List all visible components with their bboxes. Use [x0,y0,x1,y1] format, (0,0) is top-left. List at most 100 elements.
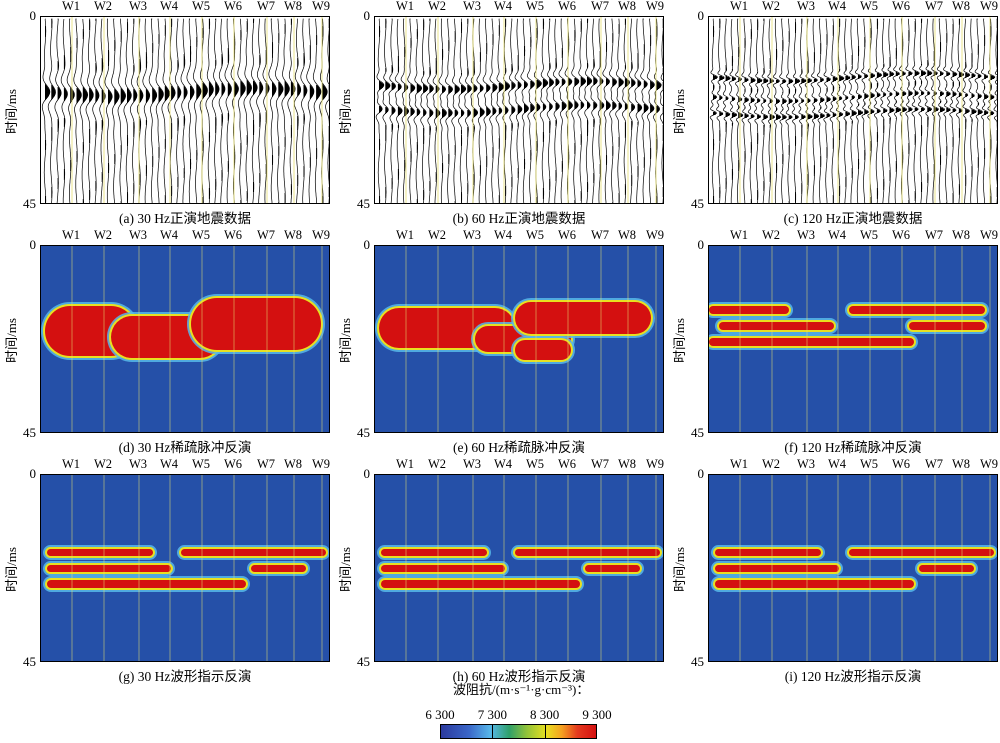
ytick-top: 0 [697,466,705,481]
trace-fill [750,29,756,203]
well-label-w7: W7 [924,0,944,13]
panel-d [40,245,330,433]
well-label-w9: W9 [645,457,665,471]
trace-fill [404,47,409,171]
ytick-bottom: 45 [23,196,36,211]
well-label-w7: W7 [924,457,944,471]
y-axis-label: 时间/ms [671,318,687,363]
y-axis-label: 时间/ms [3,547,19,592]
layer-core-4 [251,565,306,572]
well-label-w8: W8 [283,457,303,471]
panel-caption-c: (c) 120 Hz正演地震数据 [783,211,923,226]
y-axis-label: 时间/ms [671,89,687,134]
trace-fill [259,55,263,183]
seismic-trace [949,18,958,203]
seismic-trace [848,18,858,203]
well-label-w3: W3 [796,228,816,242]
well-label-w7: W7 [256,457,276,471]
trace-fill [908,30,913,203]
trace-fill [542,19,548,199]
well-label-w8: W8 [283,228,303,242]
seismic-trace [237,18,246,203]
seismic-trace [628,18,636,203]
seismic-trace [968,18,977,203]
seismic-trace [722,18,731,203]
well-label-w6: W6 [223,228,243,242]
layer-core-4 [585,565,640,572]
well-label-w6: W6 [891,0,911,13]
seismic-trace [451,18,460,203]
colorbar-tick [492,724,494,739]
well-label-w6: W6 [557,0,577,13]
layer-core-3 [381,565,505,572]
trace-fill [977,44,983,168]
panel-caption-i: (i) 120 Hz波形指示反演 [784,669,922,684]
well-label-w8: W8 [617,228,637,242]
seismic-trace [155,18,164,203]
well-label-w7: W7 [256,228,276,242]
ytick-top: 0 [697,8,705,23]
trace-fill [524,46,529,169]
well-label-w2: W2 [93,457,113,471]
layer-core-5 [47,580,246,588]
seismic-trace [917,18,927,203]
seismic-trace [54,18,62,203]
seismic-trace [646,18,655,203]
well-label-w1: W1 [729,457,749,471]
seismic-trace [741,18,749,203]
seismic-trace [520,18,529,203]
layer-core-3 [47,565,171,572]
seismic-trace [407,18,416,203]
well-label-w6: W6 [557,457,577,471]
well-label-w8: W8 [951,228,971,242]
seismic-trace [325,18,329,203]
trace-fill [914,21,920,201]
y-axis-label: 时间/ms [3,318,19,363]
seismic-trace [590,18,598,203]
seismic-trace [640,18,649,203]
seismic-trace [622,18,630,203]
well-label-w9: W9 [979,0,999,13]
panel-h [374,474,664,662]
seismic-trace [508,18,516,203]
ytick-bottom: 45 [691,654,704,669]
well-label-w7: W7 [924,228,944,242]
panel-c [708,16,998,204]
y-axis-label: 时间/ms [3,89,19,134]
trace-fill [606,42,611,165]
layer-core-5 [381,580,580,588]
seismic-trace [615,18,624,203]
trace-fill [788,31,793,203]
seismic-trace [546,18,554,203]
seismic-trace [394,18,403,203]
seismic-trace [256,18,264,203]
ytick-top: 0 [363,237,371,252]
seismic-trace [243,18,252,203]
well-label-w4: W4 [493,457,513,471]
well-label-w6: W6 [223,0,243,13]
well-label-w1: W1 [395,457,415,471]
seismic-trace [798,18,807,203]
seismic-trace [117,18,126,203]
seismic-trace [60,18,68,203]
seismic-trace [306,18,315,203]
trace-fill [63,55,68,180]
colorbar-tick-label: 9 300 [582,707,612,722]
seismic-trace [73,18,82,203]
seismic-trace [892,18,902,203]
colorbar-tick-label: 6 300 [425,707,455,722]
well-label-w7: W7 [590,228,610,242]
panel-i [708,474,998,662]
well-label-w9: W9 [311,457,331,471]
well-label-w8: W8 [283,0,303,13]
well-label-w3: W3 [128,228,148,242]
well-label-w3: W3 [462,457,482,471]
well-label-w2: W2 [761,228,781,242]
ytick-bottom: 45 [23,654,36,669]
layer-core-1 [47,549,153,556]
seismic-trace [558,18,567,203]
trace-fill [297,58,301,186]
well-label-w6: W6 [223,457,243,471]
colorbar [440,724,597,739]
seismic-trace [993,18,997,203]
